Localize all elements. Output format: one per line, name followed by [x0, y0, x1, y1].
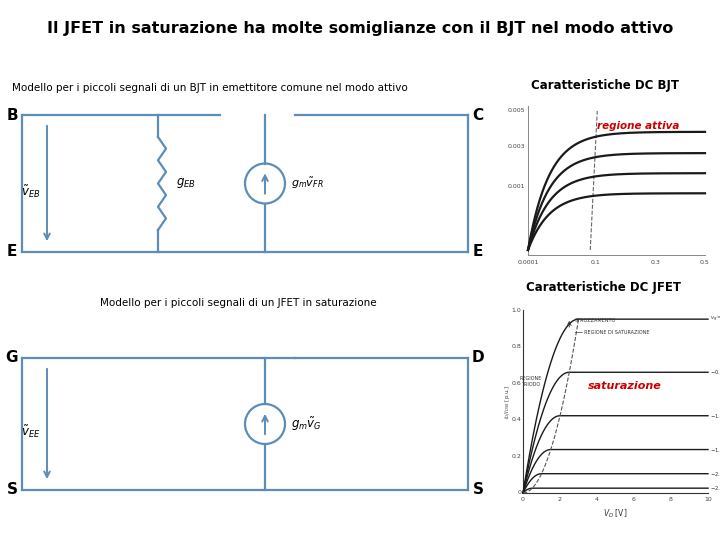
Text: 0.1: 0.1 [590, 260, 600, 265]
Text: E: E [6, 245, 17, 260]
Text: ─── REGIONE DI SATURAZIONE: ─── REGIONE DI SATURAZIONE [575, 329, 649, 334]
Text: S: S [472, 483, 484, 497]
Text: 0.2: 0.2 [511, 454, 521, 459]
Text: $\tilde{v}_{EB}$: $\tilde{v}_{EB}$ [22, 183, 41, 200]
Text: Modello per i piccoli segnali di un BJT in emettitore comune nel modo attivo: Modello per i piccoli segnali di un BJT … [12, 83, 408, 93]
Text: 0.003: 0.003 [508, 144, 525, 149]
Text: 0.3: 0.3 [650, 260, 660, 265]
Text: $-2.5$: $-2.5$ [710, 484, 720, 492]
Text: $g_m\tilde{v}_G$: $g_m\tilde{v}_G$ [291, 415, 322, 433]
Text: $-2.0$: $-2.0$ [710, 470, 720, 478]
Text: 6: 6 [632, 497, 636, 502]
Text: 10: 10 [704, 497, 712, 502]
Text: 4: 4 [595, 497, 599, 502]
Text: Modello per i piccoli segnali di un JFET in saturazione: Modello per i piccoli segnali di un JFET… [100, 298, 377, 308]
Text: 2: 2 [558, 497, 562, 502]
Text: Il JFET in saturazione ha molte somiglianze con il BJT nel modo attivo: Il JFET in saturazione ha molte somiglia… [47, 21, 673, 36]
Text: 0: 0 [517, 490, 521, 496]
Text: 0.4: 0.4 [511, 417, 521, 422]
Text: 0: 0 [521, 497, 525, 502]
Text: Caratteristiche DC JFET: Caratteristiche DC JFET [526, 281, 682, 294]
Text: STROZZAMENTO: STROZZAMENTO [575, 318, 616, 322]
Text: 1.0: 1.0 [511, 307, 521, 313]
Text: $-0.5V$: $-0.5V$ [710, 368, 720, 376]
Text: $v_g = 0$: $v_g = 0$ [710, 314, 720, 324]
Text: REGIONE
TRIODO: REGIONE TRIODO [520, 376, 542, 387]
Text: 0.8: 0.8 [511, 344, 521, 349]
Text: S: S [6, 483, 17, 497]
Text: 0.005: 0.005 [508, 109, 525, 113]
Text: $-1.5$: $-1.5$ [710, 446, 720, 454]
Text: $g_{EB}$: $g_{EB}$ [176, 177, 196, 191]
Text: $-1.0$: $-1.0$ [710, 411, 720, 420]
Text: $V_D$ [V]: $V_D$ [V] [603, 507, 628, 519]
Text: Caratteristiche DC BJT: Caratteristiche DC BJT [531, 79, 679, 92]
Text: $\tilde{v}_{EE}$: $\tilde{v}_{EE}$ [22, 424, 41, 440]
Text: saturazione: saturazione [588, 381, 662, 391]
Text: E: E [473, 245, 483, 260]
Text: regione attiva: regione attiva [597, 121, 679, 131]
Text: B: B [6, 107, 18, 123]
Text: G: G [6, 350, 18, 366]
Text: $g_m\tilde{v}_{FR}$: $g_m\tilde{v}_{FR}$ [291, 176, 324, 191]
Text: 0.6: 0.6 [511, 381, 521, 386]
Text: 0.5: 0.5 [700, 260, 710, 265]
Text: C: C [472, 107, 484, 123]
Text: 8: 8 [669, 497, 673, 502]
Text: $I_D/I_{DSS}$ [p.u.]: $I_D/I_{DSS}$ [p.u.] [503, 384, 511, 418]
Text: D: D [472, 350, 485, 366]
Text: 0.001: 0.001 [508, 184, 525, 188]
Text: 0.0001: 0.0001 [517, 260, 539, 265]
